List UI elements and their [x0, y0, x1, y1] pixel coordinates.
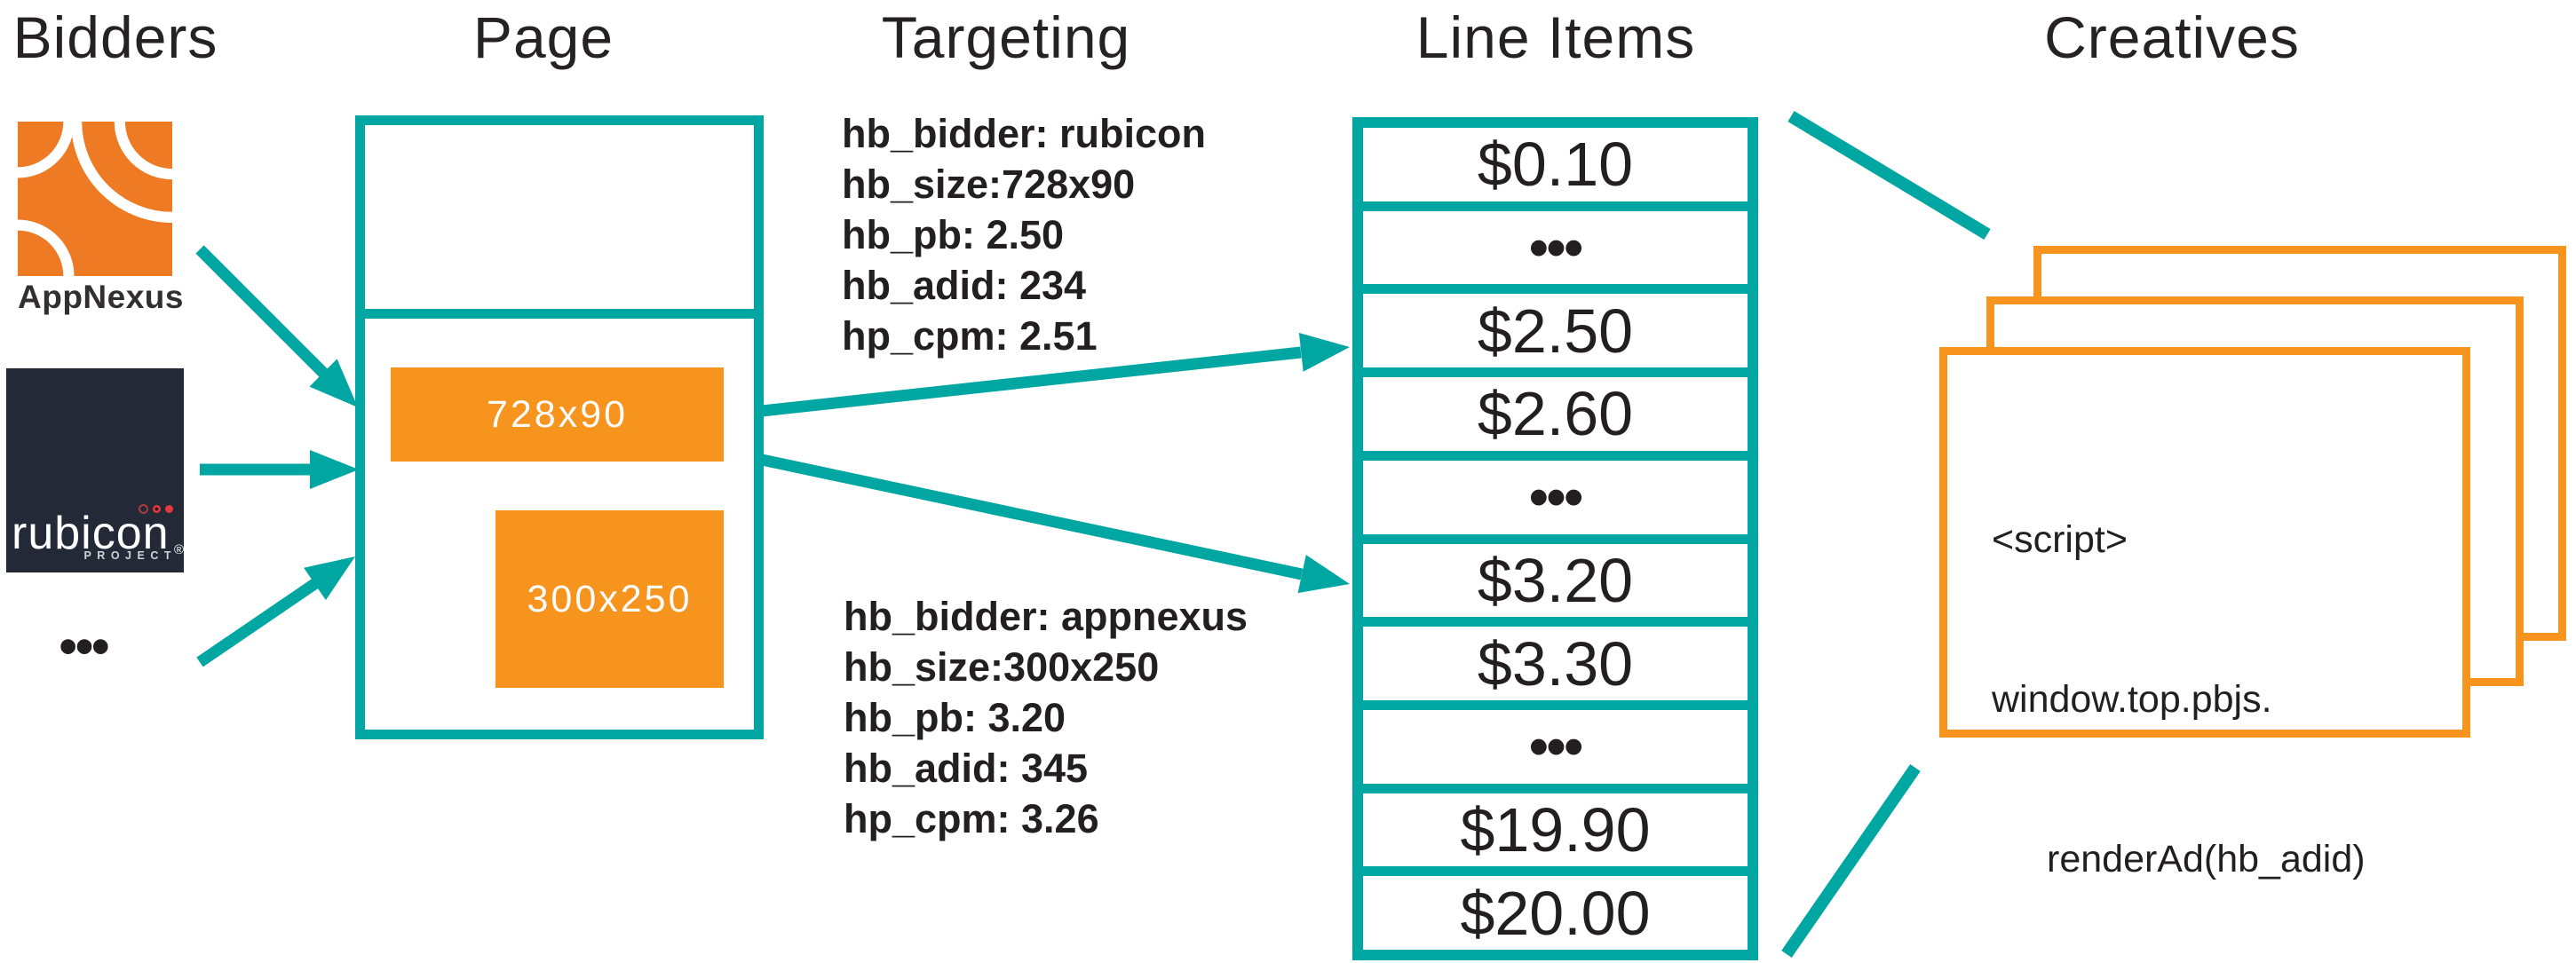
code-line: <script>: [1992, 518, 2128, 561]
targeting-line: hb_bidder: appnexus: [844, 594, 1248, 639]
creative-code-snippet: <script> window.top.pbjs. renderAd(hb_ad…: [1992, 407, 2366, 963]
targeting-line: hb_pb: 3.20: [844, 695, 1066, 740]
connector-lineitems-top-to-creatives: [1787, 111, 1991, 240]
targeting-line: hb_size:728x90: [842, 162, 1136, 207]
rubicon-dot-mid: [153, 505, 161, 513]
targeting-rubicon-block: hb_bidder: rubicon hb_size:728x90 hb_pb:…: [842, 108, 1206, 361]
targeting-line: hb_adid: 345: [844, 746, 1089, 791]
targeting-line: hp_cpm: 3.26: [844, 796, 1099, 841]
code-line: renderAd(hb_adid): [2047, 838, 2366, 880]
line-item-row-ellipsis: •••: [1363, 450, 1748, 534]
ad-slot-728x90-label: 728x90: [486, 392, 629, 436]
arrow-appnexus-to-page: [195, 245, 358, 407]
line-item-row: $2.60: [1363, 367, 1748, 451]
targeting-line: hb_adid: 234: [842, 263, 1087, 308]
targeting-line: hp_cpm: 2.51: [842, 313, 1098, 359]
column-header-targeting: Targeting: [881, 4, 1131, 70]
rubicon-logo: rubicon ® PROJECT: [6, 368, 184, 572]
line-item-row: $2.50: [1363, 284, 1748, 367]
column-header-bidders: Bidders: [12, 4, 218, 70]
connector-lineitems-bottom-to-creatives: [1781, 764, 1921, 958]
line-item-row: $20.00: [1363, 866, 1748, 950]
rubicon-dot-ring: [139, 504, 148, 514]
rubicon-dots-icon: [139, 504, 173, 514]
rubicon-project-label: PROJECT: [83, 549, 177, 562]
targeting-appnexus-block: hb_bidder: appnexus hb_size:300x250 hb_p…: [844, 591, 1248, 844]
line-item-row: $3.20: [1363, 533, 1748, 618]
page-header-divider: [360, 309, 759, 319]
targeting-line: hb_bidder: rubicon: [842, 111, 1206, 156]
creative-card-front: <script> window.top.pbjs. renderAd(hb_ad…: [1939, 347, 2470, 880]
line-item-row: $3.30: [1363, 617, 1748, 700]
more-bidders-ellipsis: •••: [59, 618, 110, 675]
line-item-row: $0.10: [1477, 130, 1634, 200]
appnexus-label: AppNexus: [18, 279, 184, 315]
arrow-more-bidders-to-page: [196, 556, 355, 667]
line-item-row-ellipsis: •••: [1363, 699, 1748, 784]
code-line: window.top.pbjs.: [1992, 678, 2272, 721]
line-items-table: $0.10 ••• $2.50 $2.60 ••• $3.20 $3.30 ••…: [1352, 117, 1758, 960]
ad-slot-728x90: 728x90: [391, 367, 724, 462]
rubicon-dot-solid: [165, 505, 173, 513]
line-item-row-ellipsis: •••: [1363, 201, 1748, 285]
appnexus-logo-icon: [18, 122, 172, 276]
rubicon-registered-mark: ®: [173, 542, 184, 557]
column-header-line-items: Line Items: [1415, 4, 1696, 70]
ad-slot-300x250: 300x250: [495, 510, 724, 688]
column-header-creatives: Creatives: [2044, 4, 2300, 70]
arrow-rubicon-to-page: [200, 450, 359, 489]
arrow-slot300-to-lineitem-3-20: [760, 454, 1350, 594]
ad-slot-300x250-label: 300x250: [527, 577, 693, 620]
column-header-page: Page: [472, 4, 614, 70]
line-item-row: $19.90: [1363, 783, 1748, 867]
targeting-line: hb_pb: 2.50: [842, 212, 1065, 257]
targeting-line: hb_size:300x250: [844, 644, 1160, 690]
rubicon-wordmark: rubicon: [12, 508, 170, 559]
